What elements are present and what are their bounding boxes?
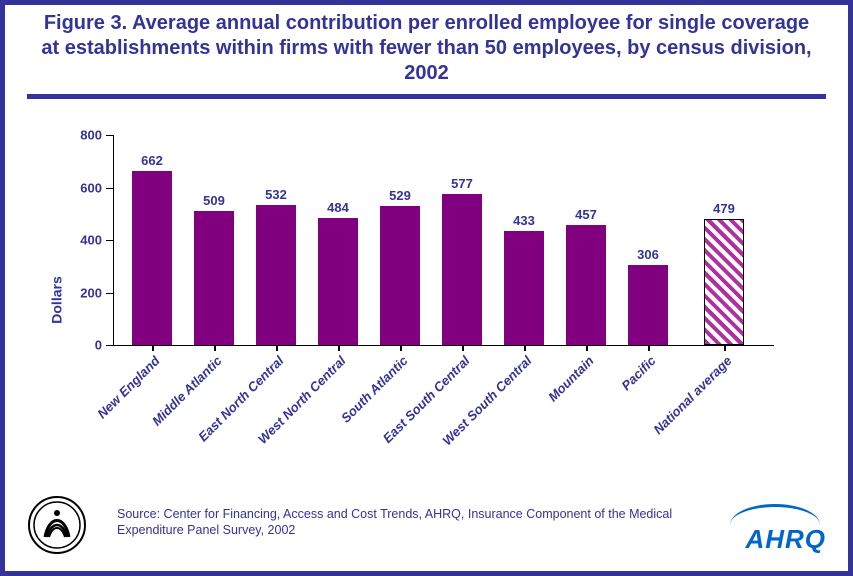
y-tick [106,345,114,346]
bar-value-label: 509 [203,193,225,208]
chart-frame: Figure 3. Average annual contribution pe… [0,0,853,576]
x-category-label: Pacific [618,353,658,393]
title-rule [27,94,826,99]
x-tick [400,345,402,351]
bar [132,171,172,345]
bar-value-label: 433 [513,213,535,228]
y-tick [106,240,114,241]
bar-slot: 457Mountain [566,225,606,345]
bar-value-label: 484 [327,200,349,215]
y-tick [106,188,114,189]
y-axis-label: Dollars [49,276,65,323]
x-category-label: Mountain [545,353,596,404]
bar [256,205,296,345]
bar [442,194,482,345]
x-tick [524,345,526,351]
bar-value-label: 306 [637,247,659,262]
bar [504,231,544,345]
y-tick-label: 200 [80,285,102,300]
bar-slot: 577East South Central [442,194,482,345]
x-tick [462,345,464,351]
bar [628,265,668,345]
plot-region: 0200400600800662New England509Middle Atl… [113,135,774,346]
x-tick [724,345,726,351]
chart-title: Figure 3. Average annual contribution pe… [5,5,848,88]
bar-slot: 509Middle Atlantic [194,211,234,345]
ahrq-logo: AHRQ [745,524,826,555]
x-category-label: New England [94,353,162,421]
bar-slot: 662New England [132,171,172,345]
hhs-seal-icon [27,495,87,555]
x-tick [152,345,154,351]
x-tick [586,345,588,351]
y-tick [106,293,114,294]
y-tick-label: 400 [80,233,102,248]
bar-value-label: 457 [575,207,597,222]
bar-slot: 532East North Central [256,205,296,345]
x-tick [338,345,340,351]
bar-slot: 306Pacific [628,265,668,345]
x-category-label: National average [650,353,734,437]
bar [318,218,358,345]
bar-slot: 484West North Central [318,218,358,345]
chart-area: Dollars 0200400600800662New England509Mi… [65,135,805,465]
bar-slot: 479National average [704,219,744,345]
bar-slot: 529South Atlantic [380,206,420,345]
footer: Source: Center for Financing, Access and… [27,497,826,557]
bar-value-label: 529 [389,188,411,203]
bar-value-label: 577 [451,176,473,191]
x-tick [276,345,278,351]
y-tick [106,135,114,136]
bar-value-label: 532 [265,187,287,202]
bar [194,211,234,345]
x-tick [214,345,216,351]
y-tick-label: 0 [95,338,102,353]
y-tick-label: 600 [80,180,102,195]
bar-value-label: 479 [713,201,735,216]
source-text: Source: Center for Financing, Access and… [117,507,677,538]
x-tick [648,345,650,351]
bar [380,206,420,345]
bar-slot: 433West South Central [504,231,544,345]
bar [566,225,606,345]
bar [704,219,744,345]
y-tick-label: 800 [80,128,102,143]
bar-value-label: 662 [141,153,163,168]
